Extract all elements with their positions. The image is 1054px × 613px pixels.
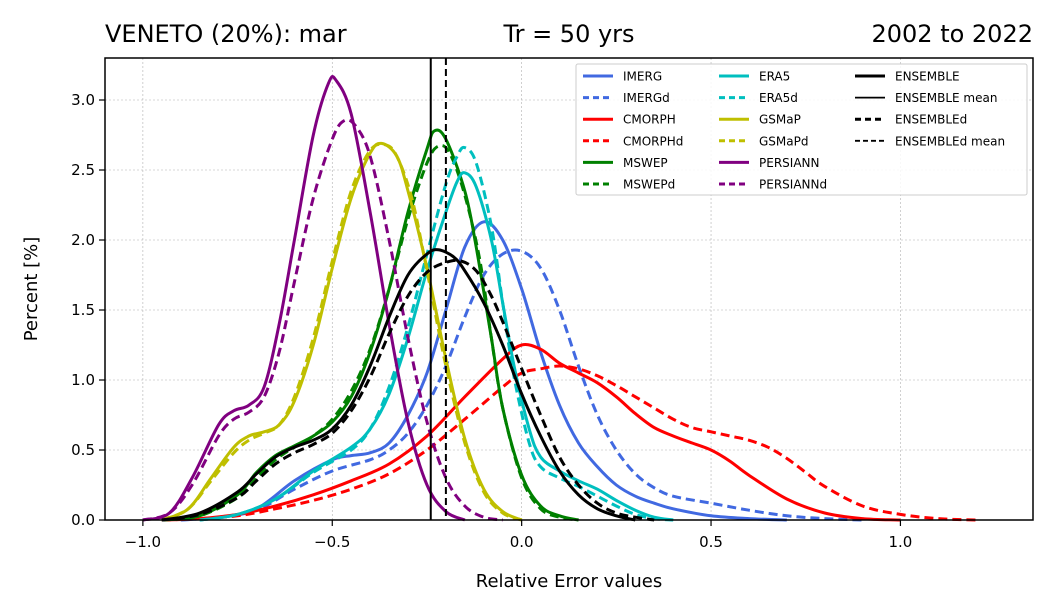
legend-label: ENSEMBLEd xyxy=(895,113,967,127)
y-axis-label: Percent [%] xyxy=(21,237,42,342)
legend-label: CMORPH xyxy=(623,113,676,127)
series-line-persiannd xyxy=(142,118,503,522)
series-line-era5d xyxy=(199,145,674,522)
legend: IMERG IMERGd CMORPH CMORPHd MSWEP MSWEPd ERA5 E… xyxy=(575,63,1028,196)
plot-frame xyxy=(104,57,1034,521)
y-tick-label: 2.0 xyxy=(71,231,95,249)
y-tick-label: 0.0 xyxy=(71,511,95,529)
legend-label: GSMaP xyxy=(759,113,801,127)
legend-label: MSWEPd xyxy=(623,178,675,192)
series-line-imergd xyxy=(180,248,863,522)
legend-box xyxy=(575,63,1028,196)
series-line-cmorph xyxy=(161,343,901,522)
y-tick-label: 0.5 xyxy=(71,441,95,459)
x-tick-label: −1.0 xyxy=(125,533,161,551)
legend-label: ENSEMBLEd mean xyxy=(895,134,1005,148)
legend-label: ERA5d xyxy=(759,91,798,105)
chart-title-right: 2002 to 2022 xyxy=(871,20,1033,48)
y-tick-label: 1.5 xyxy=(71,301,95,319)
series-line-mswepd xyxy=(161,143,579,522)
legend-label: IMERG xyxy=(623,70,662,84)
mean-lines xyxy=(429,58,447,520)
series-line-persiann xyxy=(142,74,466,522)
y-tick-label: 1.0 xyxy=(71,371,95,389)
axis-ticks: −1.0 −0.5 0.0 0.5 1.0 0.0 0.5 1.0 1.5 2.0 2.5 3.0 xyxy=(71,91,912,551)
series-line-imerg xyxy=(180,220,787,522)
legend-label: PERSIANN xyxy=(759,156,819,170)
legend-label: CMORPHd xyxy=(623,134,683,148)
legend-label: PERSIANNd xyxy=(759,178,827,192)
series-line-ensembled xyxy=(161,258,655,522)
legend-label: ERA5 xyxy=(759,70,790,84)
plot-lines xyxy=(142,74,977,522)
legend-label: GSMaPd xyxy=(759,134,808,148)
x-axis-label: Relative Error values xyxy=(476,571,662,592)
x-tick-label: 0.5 xyxy=(699,533,723,551)
series-line-era5 xyxy=(199,171,674,522)
y-tick-label: 3.0 xyxy=(71,91,95,109)
x-tick-label: 1.0 xyxy=(888,533,912,551)
y-tick-label: 2.5 xyxy=(71,161,95,179)
legend-label: IMERGd xyxy=(623,91,670,105)
series-line-gsmapd xyxy=(161,142,523,522)
chart-title-left: VENETO (20%): mar xyxy=(105,20,347,48)
x-tick-label: −0.5 xyxy=(314,533,350,551)
legend-label: ENSEMBLE xyxy=(895,70,960,84)
x-tick-label: 0.0 xyxy=(510,533,534,551)
series-line-ensemble xyxy=(161,248,636,522)
legend-label: MSWEP xyxy=(623,156,668,170)
legend-label: ENSEMBLE mean xyxy=(895,91,997,105)
chart-title-center: Tr = 50 yrs xyxy=(502,20,634,48)
